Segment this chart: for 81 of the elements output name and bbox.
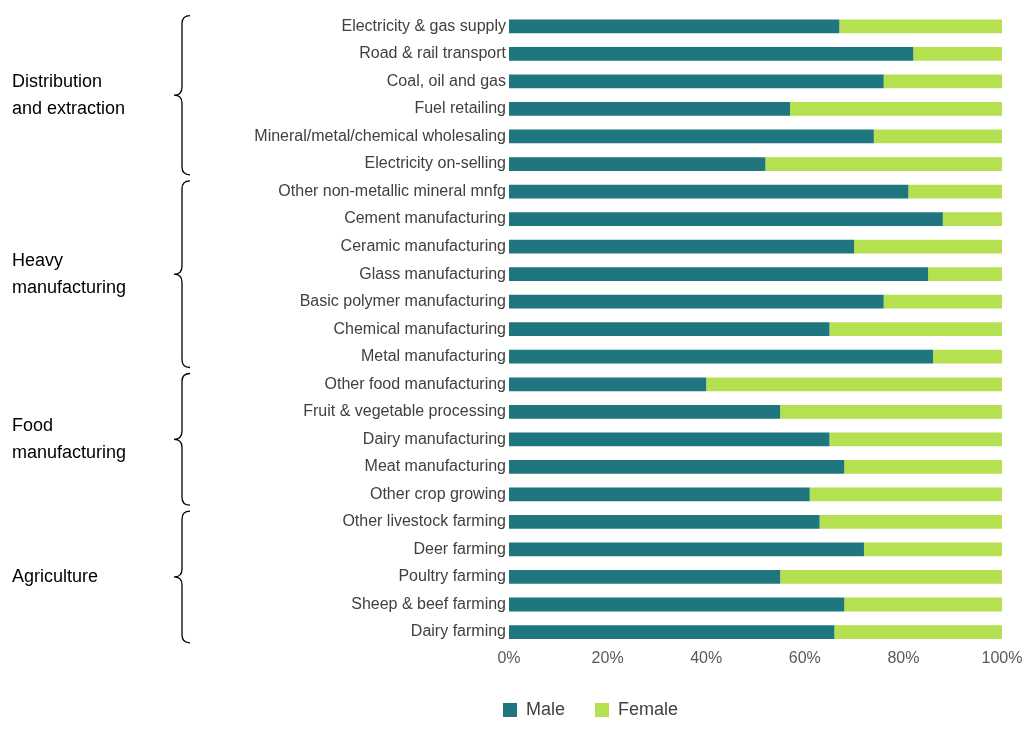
bar bbox=[839, 19, 1002, 34]
bar bbox=[706, 377, 1002, 392]
y-tick-label: Other crop growing bbox=[369, 484, 506, 502]
bar bbox=[942, 212, 1002, 226]
y-tick-label: Electricity on-selling bbox=[364, 154, 506, 172]
bar bbox=[780, 570, 1002, 584]
bar bbox=[509, 597, 845, 612]
bar bbox=[509, 404, 781, 419]
bar bbox=[829, 322, 1002, 337]
bar bbox=[509, 487, 810, 502]
x-tick-label: 40% bbox=[690, 648, 723, 666]
y-tick-label: Poultry farming bbox=[398, 567, 506, 585]
bar bbox=[873, 129, 1002, 144]
y-tick-label: Sheep & beef farming bbox=[351, 594, 506, 612]
x-tick-label: 80% bbox=[887, 648, 920, 666]
y-tick-label: Chemical manufacturing bbox=[333, 319, 506, 337]
bar bbox=[928, 267, 1002, 282]
y-tick-label: Other livestock farming bbox=[342, 512, 506, 530]
text: Heavy manufacturing bbox=[12, 249, 127, 297]
bar bbox=[844, 459, 1002, 474]
bar bbox=[509, 267, 929, 282]
bar bbox=[509, 322, 830, 337]
bar bbox=[932, 349, 1002, 364]
bar bbox=[509, 19, 840, 34]
bar bbox=[509, 459, 845, 474]
y-tick-label: Glass manufacturing bbox=[359, 264, 506, 282]
y-tick-label: Electricity & gas supply bbox=[341, 16, 506, 34]
bar bbox=[863, 542, 1002, 557]
bar bbox=[883, 74, 1002, 89]
bar bbox=[834, 625, 1002, 639]
y-tick-label: Ceramic manufacturing bbox=[340, 237, 506, 255]
y-tick-label: Other food manufacturing bbox=[324, 374, 506, 392]
bar bbox=[509, 294, 884, 309]
x-tick-label: 60% bbox=[788, 648, 821, 666]
bar bbox=[509, 184, 909, 199]
y-tick-label: Cement manufacturing bbox=[344, 209, 506, 227]
y-tick-label: Mineral/metal/chemical wholesaling bbox=[254, 126, 506, 144]
x-tick-label: 20% bbox=[591, 648, 624, 666]
bar bbox=[765, 157, 1002, 171]
x-tick-label: 100% bbox=[981, 648, 1023, 666]
bar bbox=[509, 157, 766, 171]
y-tick-label: Fuel retailing bbox=[414, 99, 506, 117]
y-tick-label: Metal manufacturing bbox=[361, 347, 506, 365]
bar bbox=[509, 212, 943, 226]
bar bbox=[883, 294, 1002, 309]
y-tick-label: Deer farming bbox=[413, 539, 506, 557]
text: Distribution and extraction bbox=[12, 70, 126, 118]
text: Food manufacturing bbox=[12, 414, 127, 462]
bar bbox=[509, 542, 864, 557]
bar bbox=[509, 570, 781, 584]
y-tick-label: Meat manufacturing bbox=[364, 457, 506, 475]
y-tick-label: Other non-metallic mineral mnfg bbox=[278, 181, 506, 199]
bar bbox=[509, 47, 914, 61]
bar bbox=[809, 487, 1002, 502]
bar bbox=[854, 239, 1002, 254]
bar bbox=[790, 102, 1002, 116]
bar bbox=[509, 129, 874, 144]
bar bbox=[913, 47, 1002, 61]
x-tick-label: 0% bbox=[497, 648, 521, 666]
legend-label: Female bbox=[618, 698, 679, 719]
legend-label: Male bbox=[525, 698, 565, 719]
y-tick-label: Coal, oil and gas bbox=[386, 71, 506, 89]
bar bbox=[509, 515, 820, 529]
y-tick-label: Dairy farming bbox=[410, 622, 506, 640]
bar bbox=[908, 184, 1002, 199]
bar bbox=[509, 239, 855, 254]
y-tick-label: Fruit & vegetable processing bbox=[303, 402, 506, 420]
y-tick-label: Road & rail transport bbox=[359, 44, 507, 62]
y-tick-label: Dairy manufacturing bbox=[362, 429, 506, 447]
text: Agriculture bbox=[12, 565, 99, 586]
bar bbox=[509, 74, 884, 89]
bar bbox=[829, 432, 1002, 447]
bar bbox=[509, 349, 933, 364]
bar bbox=[780, 404, 1002, 419]
bar bbox=[844, 597, 1002, 612]
bar bbox=[509, 625, 835, 639]
bar bbox=[509, 377, 707, 392]
bar bbox=[509, 432, 830, 447]
y-tick-label: Basic polymer manufacturing bbox=[299, 292, 506, 310]
bar bbox=[509, 102, 791, 116]
bar bbox=[819, 515, 1002, 529]
